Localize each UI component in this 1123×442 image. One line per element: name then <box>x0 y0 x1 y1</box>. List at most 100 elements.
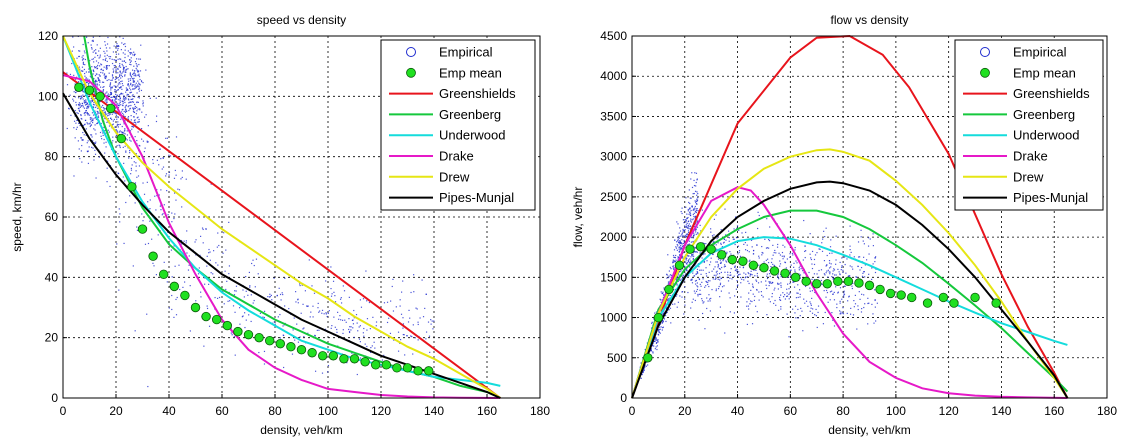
empirical-point <box>99 47 101 49</box>
empirical-point <box>124 43 126 45</box>
empirical-point <box>302 303 304 305</box>
empirical-point <box>792 254 794 256</box>
empirical-point <box>833 299 836 301</box>
empirical-point <box>716 273 718 275</box>
empirical-point <box>832 278 834 280</box>
empirical-point <box>689 197 691 199</box>
empirical-point <box>755 305 757 307</box>
empirical-point <box>733 275 735 277</box>
empirical-point <box>197 273 200 275</box>
empirical-point <box>723 264 726 266</box>
empirical-point <box>738 274 740 276</box>
empirical-point <box>149 97 151 99</box>
empirical-point <box>111 86 113 88</box>
empirical-point <box>100 135 102 137</box>
empirical-point <box>91 119 93 121</box>
empirical-point <box>121 75 124 78</box>
empirical-point <box>840 313 842 315</box>
empirical-point <box>760 281 762 283</box>
empirical-point <box>119 70 121 73</box>
empirical-point <box>661 322 663 324</box>
empirical-point <box>685 235 688 238</box>
empirical-point <box>768 298 770 300</box>
empirical-point <box>724 332 726 334</box>
empirical-point <box>780 306 782 308</box>
empirical-point <box>95 89 98 91</box>
empirical-point <box>720 242 722 244</box>
empirical-point <box>128 105 130 107</box>
empirical-point <box>94 81 96 83</box>
empirical-point <box>209 259 211 261</box>
empirical-point <box>789 269 791 271</box>
empirical-point <box>853 256 855 258</box>
empirical-point <box>695 290 698 293</box>
empirical-point <box>716 256 718 258</box>
empirical-point <box>680 210 682 213</box>
empirical-point <box>135 153 137 155</box>
empirical-point <box>833 325 836 327</box>
empirical-point <box>106 60 108 63</box>
empirical-point <box>738 251 740 254</box>
empirical-point <box>660 301 662 303</box>
empirical-point <box>85 77 87 79</box>
empirical-point <box>107 94 109 97</box>
empirical-point <box>99 54 101 56</box>
empirical-point <box>123 123 125 125</box>
empirical-point <box>368 301 371 304</box>
empirical-point <box>117 58 119 60</box>
empirical-point <box>125 105 127 107</box>
empirical-point <box>96 80 98 83</box>
empirical-point <box>78 102 81 104</box>
empirical-point <box>814 254 817 256</box>
emp-mean-point <box>727 254 737 265</box>
empirical-point <box>244 312 246 314</box>
y-tick-label: 1000 <box>600 311 627 325</box>
empirical-point <box>375 321 378 323</box>
empirical-point <box>695 209 698 212</box>
empirical-point <box>155 120 158 123</box>
empirical-point <box>189 330 191 332</box>
empirical-point <box>135 113 137 115</box>
empirical-point <box>746 301 748 303</box>
empirical-point <box>117 89 119 91</box>
empirical-point <box>406 335 408 337</box>
empirical-point <box>97 79 100 81</box>
empirical-point <box>667 281 670 283</box>
empirical-point <box>170 249 173 251</box>
empirical-point <box>640 362 642 364</box>
empirical-point <box>373 341 375 343</box>
empirical-point <box>707 281 709 284</box>
empirical-point <box>786 288 788 290</box>
empirical-point <box>430 319 432 321</box>
empirical-point <box>659 326 661 328</box>
empirical-point <box>129 83 132 86</box>
empirical-point <box>133 121 136 123</box>
empirical-point <box>733 228 735 230</box>
empirical-point <box>642 369 645 371</box>
empirical-point <box>73 120 76 122</box>
emp-mean-point <box>275 339 286 349</box>
empirical-point <box>326 315 328 318</box>
empirical-point <box>156 194 158 197</box>
empirical-point <box>210 183 212 185</box>
emp-mean-point <box>371 360 381 370</box>
empirical-point <box>83 134 85 136</box>
empirical-point <box>692 209 694 211</box>
empirical-point <box>777 243 779 246</box>
empirical-point <box>668 294 670 297</box>
empirical-point <box>686 222 688 224</box>
empirical-point <box>681 243 683 245</box>
empirical-point <box>112 140 114 142</box>
empirical-point <box>96 44 98 46</box>
empirical-point <box>92 73 94 75</box>
empirical-point <box>738 271 740 273</box>
empirical-point <box>95 133 97 135</box>
empirical-point <box>130 52 132 54</box>
empirical-point <box>136 139 138 142</box>
empirical-point <box>133 116 135 118</box>
empirical-point <box>112 51 115 53</box>
empirical-point <box>87 113 89 115</box>
empirical-point <box>323 313 325 315</box>
empirical-point <box>133 111 136 113</box>
empirical-point <box>83 91 85 93</box>
